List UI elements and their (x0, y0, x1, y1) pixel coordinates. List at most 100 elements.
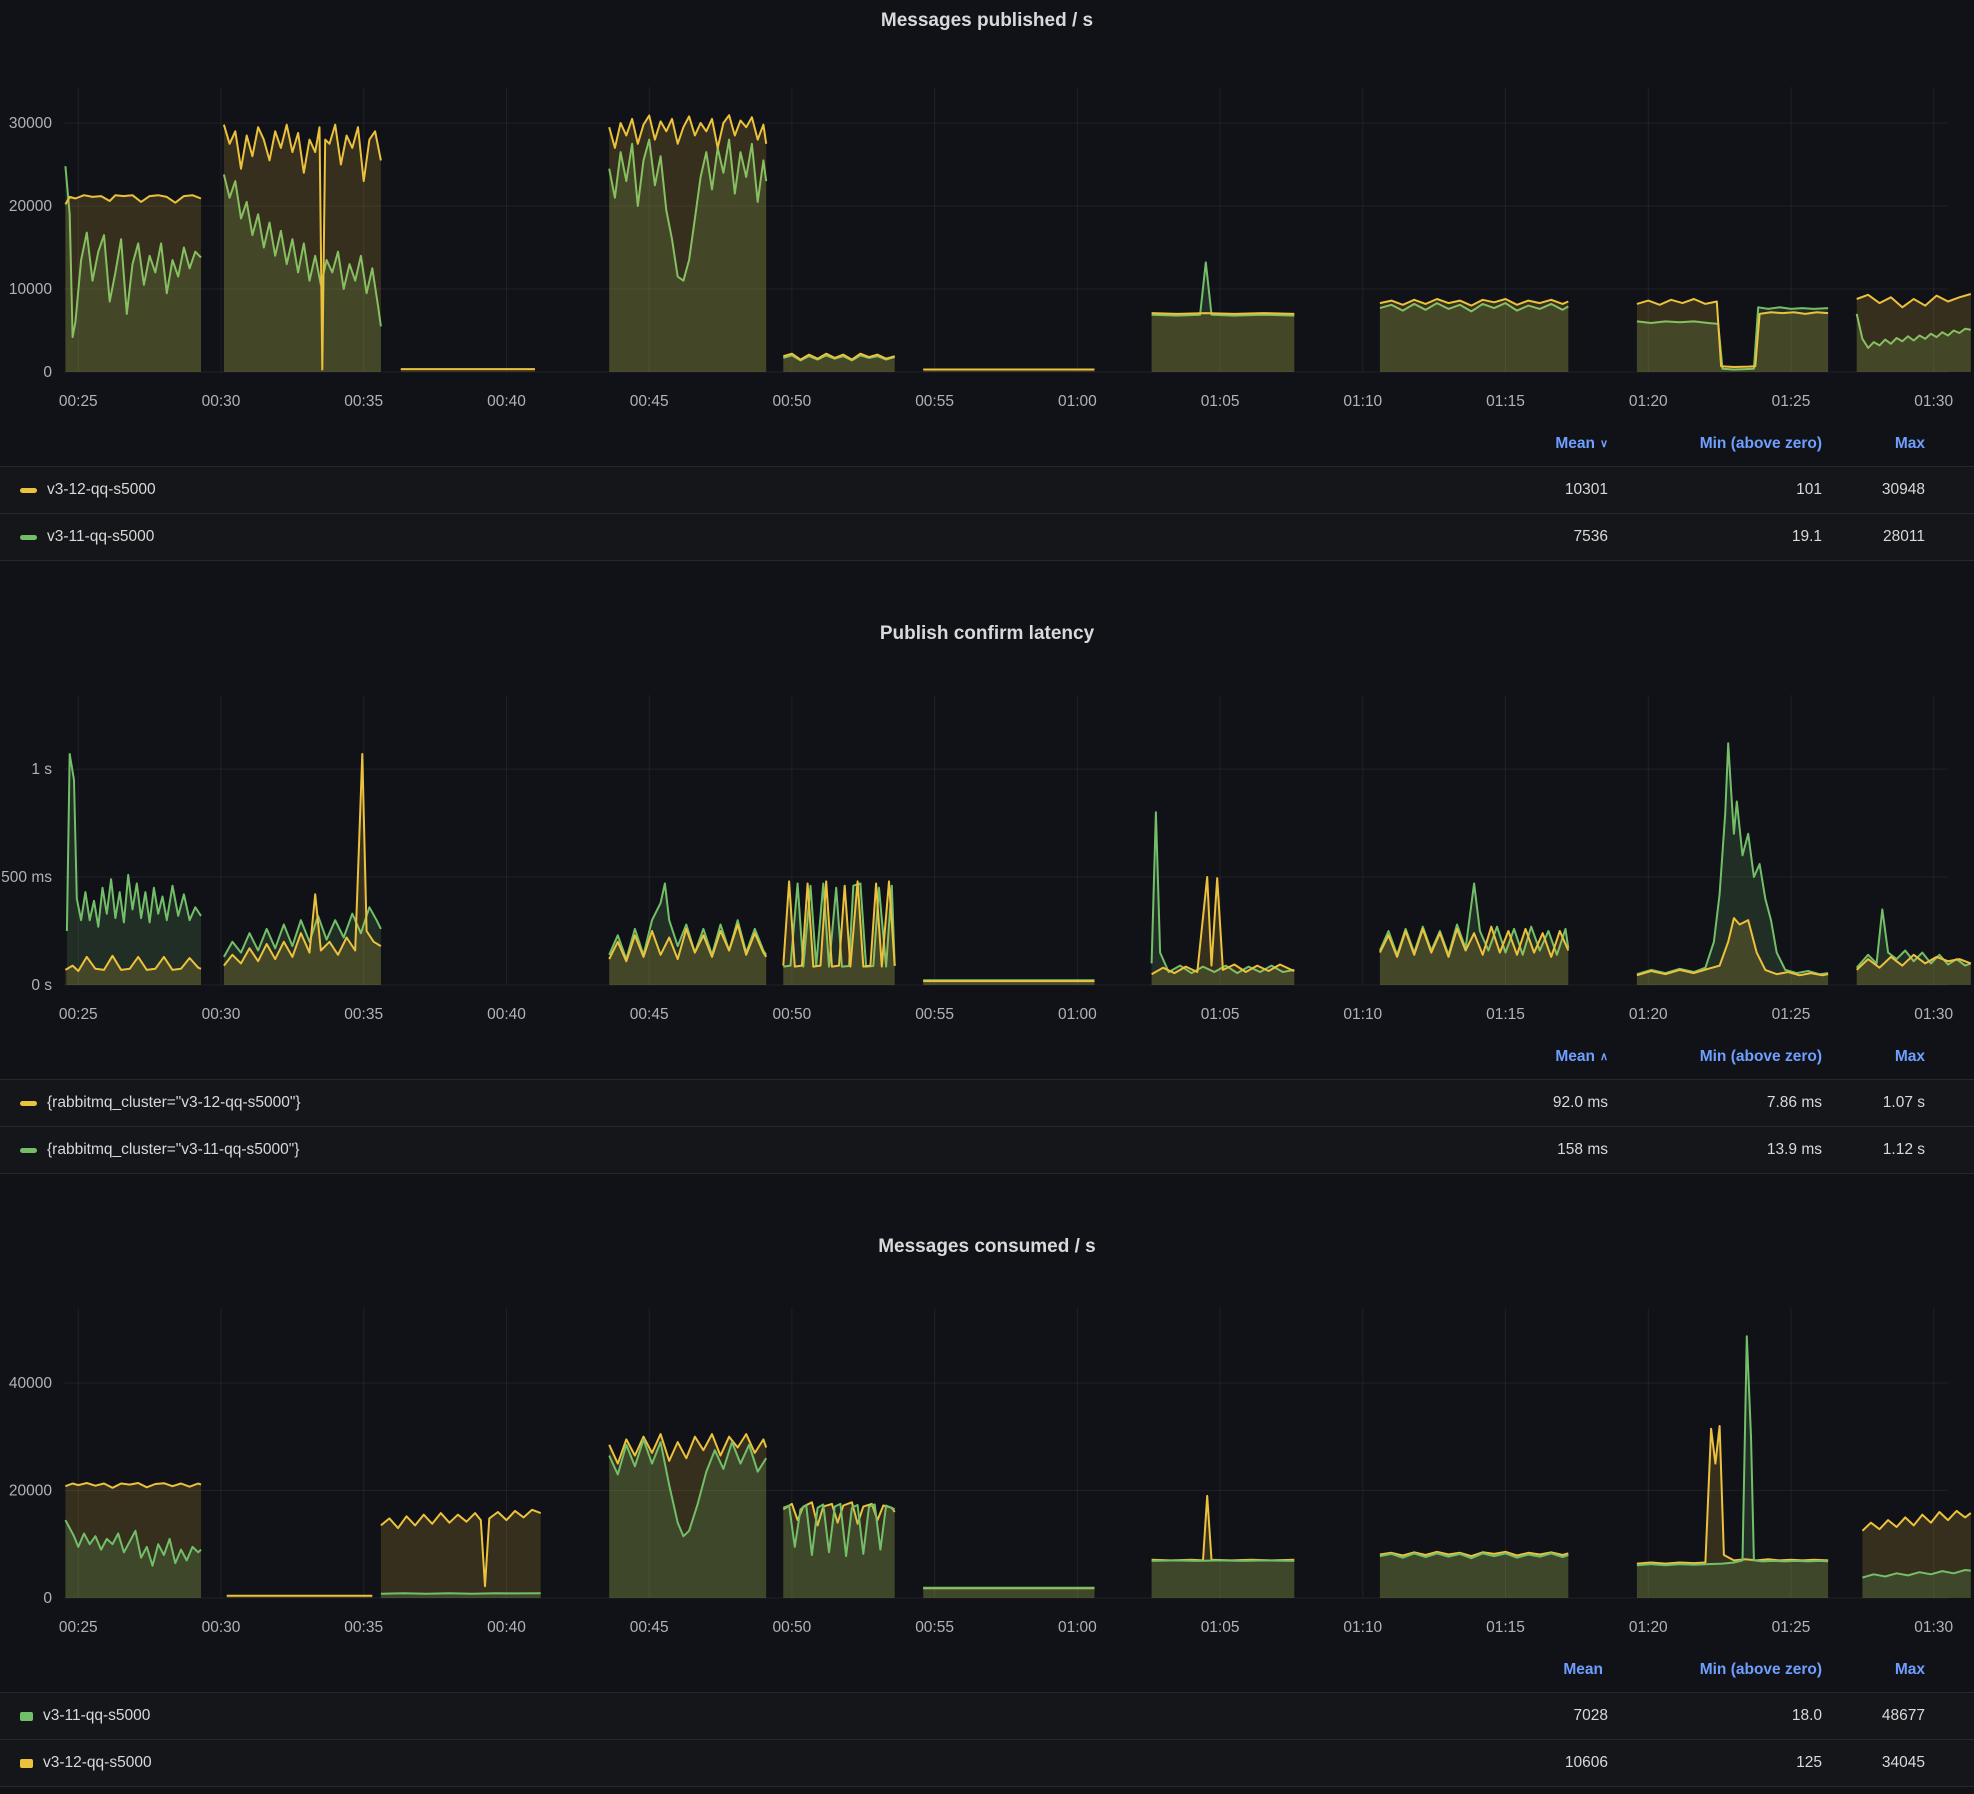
legend-max-value: 48677 (1881, 1707, 1925, 1724)
svg-text:01:10: 01:10 (1343, 1619, 1382, 1636)
svg-text:01:30: 01:30 (1914, 1006, 1953, 1023)
svg-text:01:05: 01:05 (1201, 1006, 1240, 1023)
svg-text:0: 0 (43, 1590, 52, 1607)
legend-series-label[interactable]: v3-12-qq-s5000 (47, 481, 156, 498)
svg-text:20000: 20000 (9, 1483, 52, 1500)
legend: Mean Min (above zero) Max v3-11-qq-s5000… (0, 1648, 1974, 1787)
legend-series-label[interactable]: {rabbitmq_cluster="v3-11-qq-s5000"} (47, 1141, 300, 1158)
legend-col-max[interactable]: Max (1894, 1048, 1925, 1065)
legend-mean-value: 10301 (1564, 481, 1608, 498)
legend-max-value: 30948 (1881, 481, 1925, 498)
svg-text:01:25: 01:25 (1772, 393, 1811, 410)
panel-messages-published: Messages published / s 00:25 00:30 00:35 00… (0, 0, 1974, 561)
svg-text:20000: 20000 (9, 198, 52, 215)
svg-text:01:25: 01:25 (1772, 1619, 1811, 1636)
svg-text:01:00: 01:00 (1058, 1006, 1097, 1023)
timeseries-chart-messages-consumed[interactable]: 00:25 00:30 00:35 00:40 00:45 00:50 00:55 01:00… (0, 1268, 1974, 1642)
panel-title: Messages published / s (880, 10, 1094, 31)
series-name-wrap: {rabbitmq_cluster="v3-12-qq-s5000"} (20, 1094, 1458, 1112)
series-color-swatch (20, 1147, 37, 1153)
sort-asc-caret-icon: ∧ (1599, 1051, 1608, 1063)
svg-text:00:50: 00:50 (773, 393, 812, 410)
svg-text:00:25: 00:25 (59, 1006, 98, 1023)
legend-series-label[interactable]: v3-12-qq-s5000 (43, 1754, 152, 1771)
svg-text:01:00: 01:00 (1058, 393, 1097, 410)
legend-header: Mean ∧ Min (above zero) Max (0, 1035, 1974, 1079)
panel-publish-confirm-latency: Publish confirm latency 00:25 00:30 00:35 0… (0, 587, 1974, 1174)
legend-row: v3-11-qq-s5000 7536 19.1 28011 (0, 513, 1974, 561)
timeseries-chart-messages-published[interactable]: 00:25 00:30 00:35 00:40 00:45 00:50 00:55 01:00… (0, 42, 1974, 416)
legend-row: {rabbitmq_cluster="v3-12-qq-s5000"} 92.0… (0, 1079, 1974, 1126)
legend: Mean ∨ Min (above zero) Max v3-12-qq-s500… (0, 422, 1974, 561)
legend-header: Mean ∨ Min (above zero) Max (0, 422, 1974, 466)
svg-text:01:20: 01:20 (1629, 1619, 1668, 1636)
svg-text:00:30: 00:30 (202, 393, 241, 410)
svg-text:01:15: 01:15 (1486, 393, 1525, 410)
svg-text:00:50: 00:50 (773, 1006, 812, 1023)
legend-max-value: 1.12 s (1882, 1141, 1925, 1158)
svg-text:01:15: 01:15 (1486, 1619, 1525, 1636)
panel-title: Publish confirm latency (879, 623, 1095, 644)
legend-max-value: 28011 (1883, 528, 1925, 545)
legend-mean-value: 158 ms (1557, 1141, 1608, 1158)
legend-max-value: 1.07 s (1882, 1094, 1925, 1111)
series-color-swatch (20, 534, 37, 540)
svg-text:00:25: 00:25 (59, 1619, 98, 1636)
series-name-wrap: v3-12-qq-s5000 (20, 1754, 1458, 1772)
legend-min-value: 13.9 ms (1766, 1141, 1822, 1158)
svg-text:00:35: 00:35 (344, 393, 383, 410)
legend-col-mean[interactable]: Mean ∨ (1458, 435, 1608, 453)
svg-text:500 ms: 500 ms (1, 869, 52, 886)
legend-series-label[interactable]: {rabbitmq_cluster="v3-12-qq-s5000"} (47, 1094, 301, 1111)
legend-series-label[interactable]: v3-11-qq-s5000 (43, 1707, 151, 1724)
legend-row: v3-12-qq-s5000 10301 101 30948 (0, 466, 1974, 513)
svg-text:1 s: 1 s (31, 761, 52, 778)
legend-col-min[interactable]: Min (above zero) (1699, 1661, 1822, 1678)
legend-series-label[interactable]: v3-11-qq-s5000 (47, 528, 155, 545)
svg-text:01:30: 01:30 (1914, 1619, 1953, 1636)
svg-text:00:55: 00:55 (915, 393, 954, 410)
svg-text:0: 0 (43, 364, 52, 381)
legend-col-mean-label: Mean (1555, 1048, 1595, 1065)
timeseries-chart-publish-confirm-latency[interactable]: 00:25 00:30 00:35 00:40 00:45 00:50 00:55 01:00… (0, 655, 1974, 1029)
legend-col-mean-label: Mean (1563, 1661, 1603, 1678)
svg-text:01:20: 01:20 (1629, 1006, 1668, 1023)
svg-text:00:30: 00:30 (202, 1619, 241, 1636)
series-color-swatch (20, 487, 37, 493)
svg-text:01:10: 01:10 (1343, 1006, 1382, 1023)
legend-col-mean[interactable]: Mean (1458, 1661, 1608, 1679)
legend-col-mean-label: Mean (1555, 435, 1595, 452)
legend-col-min[interactable]: Min (above zero) (1699, 435, 1822, 452)
svg-text:01:10: 01:10 (1343, 393, 1382, 410)
legend-col-min[interactable]: Min (above zero) (1699, 1048, 1822, 1065)
legend-max-value: 34045 (1881, 1754, 1925, 1771)
svg-text:30000: 30000 (9, 115, 52, 132)
svg-text:01:30: 01:30 (1914, 393, 1953, 410)
svg-text:00:45: 00:45 (630, 1619, 669, 1636)
legend-mean-value: 7028 (1573, 1707, 1608, 1724)
legend-col-max[interactable]: Max (1894, 1661, 1925, 1678)
legend-row: v3-12-qq-s5000 10606 125 34045 (0, 1739, 1974, 1787)
svg-text:00:55: 00:55 (915, 1619, 954, 1636)
series-name-wrap: {rabbitmq_cluster="v3-11-qq-s5000"} (20, 1141, 1458, 1159)
legend-min-value: 7.86 ms (1766, 1094, 1822, 1111)
svg-text:01:00: 01:00 (1058, 1619, 1097, 1636)
svg-text:01:05: 01:05 (1201, 1619, 1240, 1636)
legend-col-max[interactable]: Max (1894, 435, 1925, 452)
panel-title: Messages consumed / s (878, 1236, 1096, 1257)
svg-text:00:30: 00:30 (202, 1006, 241, 1023)
svg-text:01:15: 01:15 (1486, 1006, 1525, 1023)
svg-text:01:25: 01:25 (1772, 1006, 1811, 1023)
legend-mean-value: 10606 (1564, 1754, 1608, 1771)
series-name-wrap: v3-12-qq-s5000 (20, 481, 1458, 499)
series-color-swatch (20, 1711, 33, 1721)
svg-text:40000: 40000 (9, 1375, 52, 1392)
series-name-wrap: v3-11-qq-s5000 (20, 528, 1458, 546)
svg-text:00:40: 00:40 (487, 1006, 526, 1023)
legend-min-value: 101 (1796, 481, 1822, 498)
legend-col-mean[interactable]: Mean ∧ (1458, 1048, 1608, 1066)
legend-min-value: 18.0 (1791, 1707, 1822, 1724)
svg-text:01:20: 01:20 (1629, 393, 1668, 410)
series-color-swatch (20, 1758, 33, 1768)
